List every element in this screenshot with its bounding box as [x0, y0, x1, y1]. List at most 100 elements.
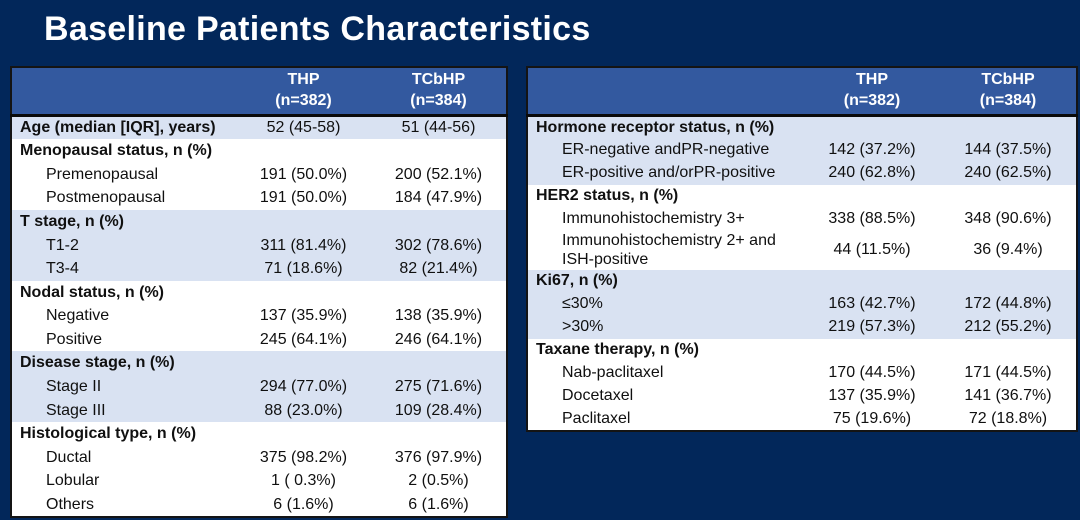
row-value-tcbhp: 212 (55.2%) [964, 318, 1052, 336]
row-label: Premenopausal [46, 165, 159, 183]
row-label: Nab-paclitaxel [562, 364, 664, 382]
row-label: T1-2 [46, 236, 79, 254]
left-table: THP (n=382) TCbHP (n=384) Age (median [IQR]… [10, 66, 508, 518]
left-table-row: Stage III 88 (23.0%) 109 (28.4%) [11, 398, 507, 423]
row-label: Taxane therapy, n (%) [536, 341, 699, 359]
row-value-tcbhp: 2 (0.5%) [408, 472, 469, 490]
right-table-row: Taxane therapy, n (%) [527, 338, 1077, 362]
row-value-tcbhp [371, 139, 507, 163]
left-header-tcbhp: TCbHP (n=384) [371, 67, 507, 117]
row-label: Others [46, 495, 95, 513]
row-label: ER-negative andPR-negative [562, 141, 770, 159]
row-label: Negative [46, 307, 110, 325]
right-header-tcbhp-n: (n=384) [979, 92, 1037, 109]
row-value-tcbhp: 138 (35.9%) [394, 307, 483, 325]
row-label: Histological type, n (%) [20, 425, 197, 443]
right-header-tcbhp-name: TCbHP [981, 71, 1035, 89]
row-label: HER2 status, n (%) [536, 187, 679, 205]
row-value-tcbhp [371, 351, 507, 375]
row-label: Menopausal status, n (%) [20, 142, 213, 160]
left-header-tcbhp-name: TCbHP [411, 71, 466, 89]
right-table-row: ER-negative andPR-negative 142 (37.2%) 144… [527, 138, 1077, 162]
row-value-tcbhp: 246 (64.1%) [394, 330, 483, 348]
left-table-row: Histological type, n (%) [11, 422, 507, 446]
left-table-row: Stage II 294 (77.0%) 275 (71.6%) [11, 375, 507, 399]
row-label: T stage, n (%) [20, 212, 125, 230]
row-value-tcbhp: 171 (44.5%) [964, 364, 1052, 382]
right-table: THP (n=382) TCbHP (n=384) Hormone receptor … [526, 66, 1078, 432]
row-value-thp: 137 (35.9%) [828, 387, 916, 405]
left-header-tcbhp-n: (n=384) [410, 92, 467, 109]
row-label: ER-positive and/orPR-positive [562, 164, 776, 182]
left-table-row: Disease stage, n (%) [11, 351, 507, 376]
row-label: Paclitaxel [562, 409, 631, 427]
row-value-thp: 191 (50.0%) [259, 165, 348, 183]
right-header-tcbhp: TCbHP (n=384) [940, 67, 1077, 117]
row-value-thp [236, 281, 371, 305]
row-label: Immunohistochemistry 3+ [562, 210, 745, 228]
right-table-row: >30% 219 (57.3%) 212 (55.2%) [527, 315, 1077, 339]
left-table-row: Postmenopausal 191 (50.0%) 184 (47.9%) [11, 186, 507, 210]
row-value-tcbhp: 376 (97.9%) [394, 448, 483, 466]
left-header-row: THP (n=382) TCbHP (n=384) [11, 67, 507, 117]
left-table-row: Positive 245 (64.1%) 246 (64.1%) [11, 327, 507, 352]
left-table-row: T stage, n (%) [11, 209, 507, 234]
row-value-tcbhp: 240 (62.5%) [964, 164, 1052, 182]
row-value-thp: 170 (44.5%) [828, 364, 916, 382]
row-value-tcbhp: 51 (44-56) [401, 119, 476, 137]
right-table-body: Hormone receptor status, n (%) ER-negativ… [527, 115, 1077, 431]
row-label: Ductal [46, 448, 92, 466]
row-value-tcbhp: 36 (9.4%) [973, 241, 1043, 259]
row-value-tcbhp [371, 210, 507, 234]
left-table-row: Ductal 375 (98.2%) 376 (97.9%) [11, 445, 507, 470]
row-value-thp: 219 (57.3%) [828, 318, 916, 336]
tables-container: THP (n=382) TCbHP (n=384) Age (median [IQR]… [10, 66, 1078, 518]
row-value-tcbhp: 200 (52.1%) [394, 165, 483, 183]
row-value-thp [236, 422, 371, 446]
row-value-thp: 71 (18.6%) [264, 260, 343, 278]
row-value-tcbhp: 302 (78.6%) [394, 236, 483, 254]
row-value-thp: 6 (1.6%) [273, 495, 334, 513]
row-value-tcbhp: 109 (28.4%) [394, 401, 483, 419]
row-value-thp [236, 351, 371, 375]
row-value-tcbhp: 275 (71.6%) [394, 378, 483, 396]
row-value-thp [236, 210, 371, 234]
row-value-thp: 1 ( 0.3%) [271, 472, 336, 490]
right-table-row: Immunohistochemistry 3+ 338 (88.5%) 348 (9… [527, 207, 1077, 231]
row-value-tcbhp: 348 (90.6%) [964, 210, 1052, 228]
right-table-row: ER-positive and/orPR-positive 240 (62.8%)… [527, 161, 1077, 185]
left-table-row: T3-4 71 (18.6%) 82 (21.4%) [11, 257, 507, 281]
right-table-header: THP (n=382) TCbHP (n=384) [527, 67, 1077, 117]
row-value-thp [804, 270, 940, 293]
right-table-row: Immunohistochemistry 2+ and ISH-positive 4… [527, 230, 1077, 270]
left-table-row: Menopausal status, n (%) [11, 139, 507, 163]
row-label: Docetaxel [562, 387, 634, 405]
row-value-tcbhp [940, 116, 1077, 139]
right-table-row: Ki67, n (%) [527, 269, 1077, 293]
row-value-thp [804, 339, 940, 362]
row-value-thp: 245 (64.1%) [259, 330, 348, 348]
row-label: Lobular [46, 472, 100, 490]
right-table-row: ≤30% 163 (42.7%) 172 (44.8%) [527, 292, 1077, 316]
right-header-empty-cell [527, 67, 804, 117]
row-value-thp: 240 (62.8%) [828, 164, 916, 182]
row-label: Positive [46, 330, 103, 348]
right-header-thp: THP (n=382) [804, 67, 940, 117]
row-value-tcbhp [940, 185, 1077, 208]
row-label: Nodal status, n (%) [20, 283, 165, 301]
row-value-tcbhp: 172 (44.8%) [964, 295, 1052, 313]
row-value-thp: 52 (45-58) [266, 119, 341, 137]
row-value-thp [804, 116, 940, 139]
row-label: Immunohistochemistry 2+ and ISH-positive [562, 231, 776, 269]
row-label: Stage III [46, 401, 106, 419]
row-label: Hormone receptor status, n (%) [536, 118, 775, 136]
row-value-thp: 163 (42.7%) [828, 295, 916, 313]
right-header-thp-n: (n=382) [843, 92, 901, 109]
row-value-tcbhp: 82 (21.4%) [399, 260, 478, 278]
left-table-row: T1-2 311 (81.4%) 302 (78.6%) [11, 233, 507, 258]
row-label: Stage II [46, 378, 102, 396]
right-table-row: Hormone receptor status, n (%) [527, 115, 1077, 139]
right-header-thp-name: THP [856, 71, 888, 89]
left-table-row: Others 6 (1.6%) 6 (1.6%) [11, 493, 507, 517]
row-value-tcbhp: 72 (18.8%) [968, 409, 1048, 427]
